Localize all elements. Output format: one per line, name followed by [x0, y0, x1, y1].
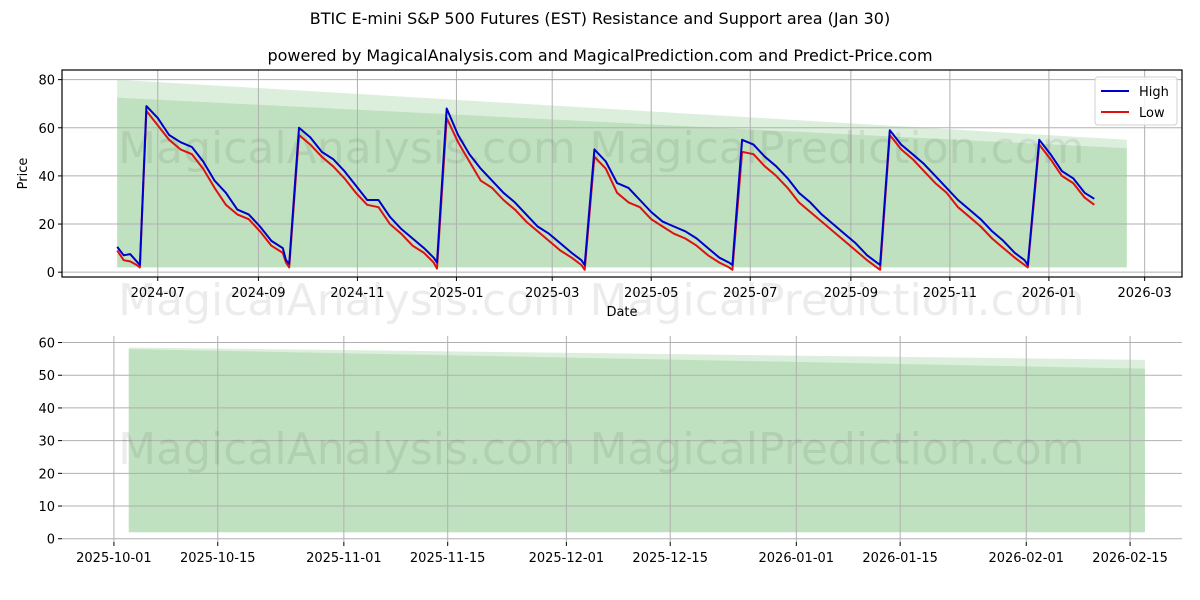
watermark-text: MagicalPrediction.com	[590, 424, 1085, 475]
x-tick-label: 2026-02-01	[988, 551, 1064, 566]
resistance-band-outer	[128, 347, 1145, 533]
axes-frame	[61, 69, 1183, 278]
x-tick-label: 2025-07	[723, 286, 777, 301]
y-tick-label: 60	[38, 122, 55, 137]
y-tick-label: 50	[38, 369, 55, 384]
watermark-text: MagicalAnalysis.com	[118, 424, 576, 475]
y-tick-label: 30	[38, 435, 55, 450]
watermark-text: MagicalAnalysis.com	[118, 123, 576, 174]
x-tick-label: 2025-11	[923, 286, 977, 301]
series-low-line	[116, 109, 1095, 271]
legend-high-label: High	[1139, 85, 1169, 100]
y-tick-label: 40	[38, 402, 55, 417]
x-tick-label: 2025-10-15	[180, 551, 256, 566]
x-tick-label: 2025-09	[824, 286, 878, 301]
watermark-text: MagicalPrediction.com	[590, 275, 1085, 326]
x-tick-label: 2025-10-01	[76, 551, 152, 566]
x-tick-label: 2025-12-01	[529, 551, 605, 566]
x-tick-label: 2025-12-15	[632, 551, 708, 566]
watermark-text: MagicalAnalysis.com	[118, 275, 576, 326]
x-tick-label: 2024-09	[231, 286, 285, 301]
legend-low-label: Low	[1139, 106, 1165, 121]
x-tick-label: 2026-01-15	[862, 551, 938, 566]
y-tick-label: 60	[38, 337, 55, 352]
y-tick-label: 10	[38, 500, 55, 515]
legend: High Low	[1094, 76, 1178, 126]
x-tick-label: 2025-03	[525, 286, 579, 301]
support-resistance-band	[117, 97, 1127, 268]
x-tick-label: 2024-07	[131, 286, 185, 301]
y-tick-label: 40	[38, 170, 55, 185]
x-tick-label: 2026-01-01	[759, 551, 835, 566]
x-tick-label: 2025-11-01	[306, 551, 382, 566]
x-tick-label: 2026-03	[1118, 286, 1172, 301]
x-tick-label: 2025-05	[624, 286, 678, 301]
y-tick-label: 0	[47, 533, 55, 548]
y-tick-label: 20	[38, 218, 55, 233]
x-tick-label: 2024-11	[330, 286, 384, 301]
x-tick-label: 2025-11-15	[410, 551, 486, 566]
y-axis-label: Price	[16, 158, 31, 190]
x-tick-label: 2026-02-15	[1092, 551, 1168, 566]
y-tick-label: 20	[38, 467, 55, 482]
y-tick-label: 80	[38, 74, 55, 89]
x-tick-label: 2026-01	[1022, 286, 1076, 301]
chart-title: BTIC E-mini S&P 500 Futures (EST) Resist…	[309, 9, 891, 28]
series-high-line	[116, 105, 1095, 266]
resistance-band-outer	[117, 79, 1127, 268]
support-resistance-band	[128, 349, 1145, 533]
watermark-text: MagicalPrediction.com	[590, 123, 1085, 174]
x-axis-label: Date	[606, 305, 637, 320]
x-tick-label: 2025-01	[429, 286, 483, 301]
y-tick-label: 0	[47, 266, 55, 281]
chart-subtitle: powered by MagicalAnalysis.com and Magic…	[267, 46, 933, 65]
